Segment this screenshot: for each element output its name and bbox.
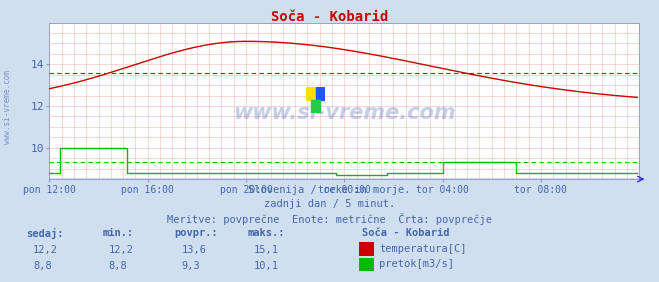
Bar [311, 100, 320, 113]
Text: Soča - Kobarid: Soča - Kobarid [271, 10, 388, 24]
Text: www.si-vreme.com: www.si-vreme.com [233, 103, 455, 123]
Text: 12,2: 12,2 [33, 245, 58, 255]
Text: 8,8: 8,8 [109, 261, 127, 271]
Text: 13,6: 13,6 [181, 245, 206, 255]
Bar [306, 87, 316, 100]
Text: maks.:: maks.: [247, 228, 285, 238]
Text: 9,3: 9,3 [181, 261, 200, 271]
Text: povpr.:: povpr.: [175, 228, 218, 238]
Text: www.si-vreme.com: www.si-vreme.com [3, 70, 13, 144]
Text: pretok[m3/s]: pretok[m3/s] [379, 259, 454, 269]
Text: min.:: min.: [102, 228, 133, 238]
Text: Meritve: povprečne  Enote: metrične  Črta: povprečje: Meritve: povprečne Enote: metrične Črta:… [167, 213, 492, 225]
Text: 10,1: 10,1 [254, 261, 279, 271]
Text: zadnji dan / 5 minut.: zadnji dan / 5 minut. [264, 199, 395, 209]
Text: temperatura[C]: temperatura[C] [379, 244, 467, 254]
Text: 15,1: 15,1 [254, 245, 279, 255]
Text: Slovenija / reke in morje.: Slovenija / reke in morje. [248, 185, 411, 195]
Text: 8,8: 8,8 [33, 261, 51, 271]
Bar [316, 87, 325, 100]
Text: sedaj:: sedaj: [26, 228, 64, 239]
Text: 12,2: 12,2 [109, 245, 134, 255]
Text: Soča - Kobarid: Soča - Kobarid [362, 228, 450, 238]
